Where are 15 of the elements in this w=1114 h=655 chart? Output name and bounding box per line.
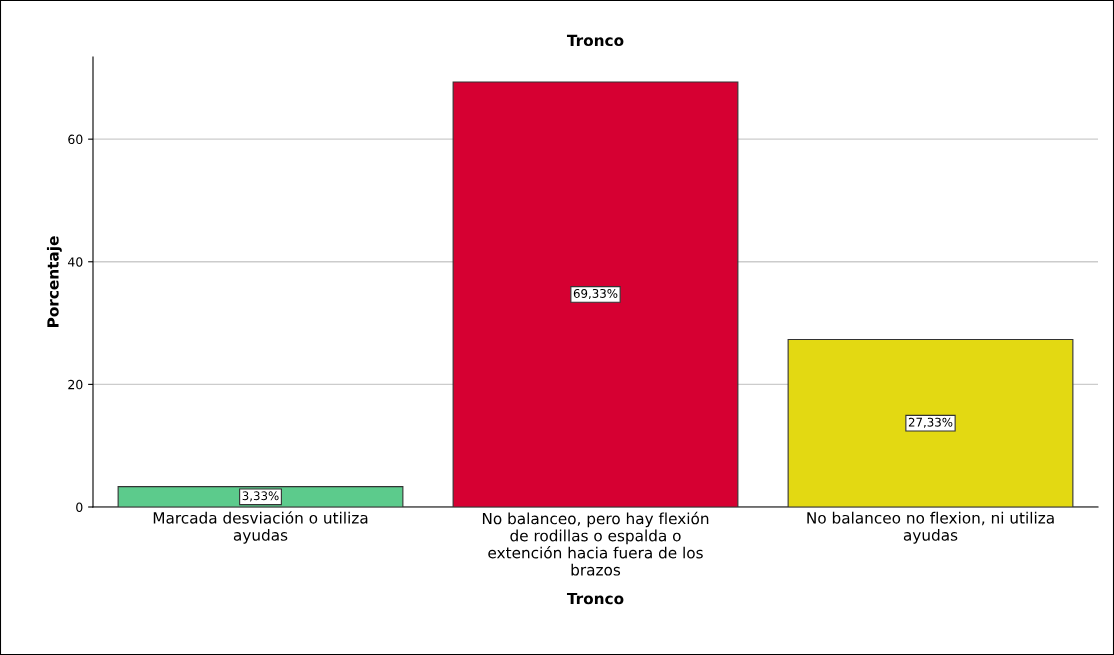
x-tick-label: No balanceo no flexion, ni utiliza ayudas — [807, 511, 1054, 544]
bar — [787, 338, 1074, 507]
x-tick-label: No balanceo, pero hay flexión de rodillas o espalda o extención hacia fuera de los brazos — [482, 511, 709, 576]
x-axis-title: Tronco — [566, 592, 624, 605]
y-tick-label: 20 — [68, 379, 83, 390]
bar — [452, 81, 739, 507]
y-axis-title: Porcentaje — [46, 236, 62, 327]
data-label: 69,33% — [573, 288, 618, 300]
y-tick-label: 0 — [76, 502, 83, 512]
chart-title: Tronco — [566, 34, 624, 47]
x-tick-label: Marcada desviación o utiliza ayudas — [153, 511, 368, 544]
data-label: 27,33% — [908, 417, 953, 428]
data-label: 3,33% — [242, 491, 279, 502]
y-tick-label: 40 — [67, 257, 83, 267]
y-tick-label: 60 — [68, 134, 83, 145]
